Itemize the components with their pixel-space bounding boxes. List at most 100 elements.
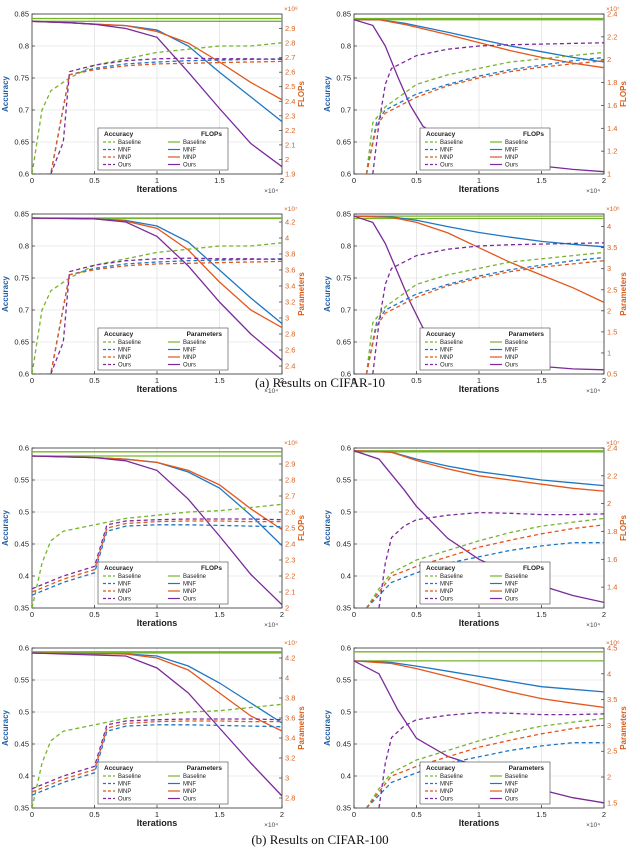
y2-tick-label: 1.4 (607, 124, 617, 133)
y2-tick-label: 2.4 (285, 362, 295, 371)
y2-tick-label: 3.8 (285, 250, 295, 259)
y2-tick-label: 2 (607, 499, 611, 508)
x-tick-label: 0 (352, 376, 356, 385)
x-exponent: ×10⁴ (264, 388, 278, 395)
legend-label-accuracy: MNP (118, 355, 131, 361)
x-tick-label: 0.5 (89, 610, 99, 619)
y2-exponent: ×10⁷ (606, 440, 620, 447)
y2-tick-label: 2.2 (285, 126, 295, 135)
y-tick-label: 0.85 (14, 10, 29, 19)
chart-c100-params-a: 0 0.5 1 1.5 2×10⁴ Iterations 0.35 0.4 0.45 0.5 0.5… (1, 640, 306, 829)
series-baseline-accuracy (365, 251, 604, 374)
series-ours-cost (32, 652, 282, 797)
legend-label-accuracy: Ours (440, 797, 453, 803)
legend-label-accuracy: MNF (118, 348, 131, 354)
series-mnf-accuracy (366, 542, 604, 608)
legend-title-accuracy: Accuracy (426, 131, 456, 138)
legend-label-cost: MNF (505, 348, 518, 354)
legend-title-cost: Parameters (187, 331, 223, 338)
legend-label-accuracy: MNF (118, 148, 131, 154)
y-tick-label: 0.8 (341, 42, 351, 51)
series-ours-accuracy (32, 718, 282, 790)
x-tick-label: 0 (352, 810, 356, 819)
legend-box (97, 127, 229, 171)
y2-tick-label: 1.6 (607, 555, 617, 564)
legend-title-accuracy: Accuracy (104, 331, 134, 338)
y2-tick-label: 2.4 (285, 540, 295, 549)
y-axis-label: Accuracy (1, 709, 10, 746)
x-exponent: ×10⁴ (264, 822, 278, 829)
y-tick-label: 0.6 (341, 370, 351, 379)
legend-title-accuracy: Accuracy (104, 565, 134, 572)
x-tick-label: 0 (30, 610, 34, 619)
legend-label-cost: Baseline (505, 574, 529, 580)
series-mnf-accuracy (32, 524, 282, 596)
y-tick-label: 0.35 (336, 804, 351, 813)
y2-tick-label: 3 (285, 314, 289, 323)
legend-label-accuracy: Ours (118, 797, 131, 803)
series-mnp-cost (354, 19, 604, 69)
y-tick-label: 0.75 (336, 274, 351, 283)
legend-label-accuracy: Ours (440, 597, 453, 603)
y2-tick-label: 4.5 (607, 644, 617, 653)
series-mnp-accuracy (365, 60, 604, 174)
legend-label-accuracy: MNF (118, 582, 131, 588)
legend-label-accuracy: Baseline (440, 574, 464, 580)
y2-tick-label: 2.8 (285, 39, 295, 48)
y2-tick-label: 4 (285, 674, 289, 683)
legend-title-accuracy: Accuracy (426, 765, 456, 772)
y2-exponent: ×10⁶ (606, 206, 620, 213)
y-tick-label: 0.4 (19, 772, 29, 781)
series-mnf-accuracy (365, 256, 604, 374)
y2-tick-label: 4 (285, 234, 289, 243)
legend-box (419, 127, 551, 171)
y-tick-label: 0.6 (341, 170, 351, 179)
series-mnf-accuracy (32, 258, 282, 374)
legend-label-accuracy: Baseline (118, 774, 142, 780)
legend-label-cost: Ours (183, 797, 196, 803)
y-tick-label: 0.35 (336, 604, 351, 613)
y2-tick-label: 2.4 (607, 10, 617, 19)
y-axis-label: Accuracy (323, 509, 332, 546)
series-baseline-accuracy (365, 717, 604, 808)
chart-c100-flops-b: 0 0.5 1 1.5 2×10⁴Iterations0.350.40.450.50.5… (323, 440, 628, 629)
legend-label-accuracy: MNP (440, 155, 453, 161)
y2-exponent: ×10⁷ (606, 6, 620, 13)
y2-tick-label: 3.6 (285, 266, 295, 275)
x-axis-label: Iterations (459, 184, 500, 194)
x-exponent: ×10⁴ (264, 188, 278, 195)
y2-tick-label: 2 (607, 773, 611, 782)
series-mnf-cost (354, 660, 604, 693)
y-tick-label: 0.45 (336, 740, 351, 749)
x-tick-label: 1.5 (214, 376, 224, 385)
y-tick-label: 0.4 (341, 572, 351, 581)
chart-c100-params-b: 0 0.5 1 1.5 2×10⁴Iterations0.350.40.450.50.5… (323, 640, 628, 829)
y-tick-label: 0.75 (14, 274, 29, 283)
x-tick-label: 1 (155, 810, 159, 819)
series-ours-accuracy (372, 42, 604, 174)
x-tick-label: 1.5 (536, 176, 546, 185)
series-mnf-accuracy (32, 724, 282, 796)
y2-tick-label: 2.5 (607, 285, 617, 294)
legend-label-accuracy: Baseline (440, 140, 464, 146)
x-axis-label: Iterations (459, 618, 500, 628)
series-ours-accuracy (372, 242, 604, 374)
legend-title-cost: FLOPs (523, 131, 544, 138)
x-tick-label: 2 (602, 176, 606, 185)
series-mnp-accuracy (365, 724, 604, 808)
y2-exponent: ×10⁷ (284, 640, 298, 647)
legend-label-cost: Ours (505, 797, 518, 803)
x-axis-label: Iterations (137, 384, 178, 394)
legend-label-accuracy: MNP (440, 355, 453, 361)
legend-label-cost: MNF (505, 148, 518, 154)
legend-label-cost: MNP (505, 355, 518, 361)
x-tick-label: 1.5 (536, 376, 546, 385)
y2-tick-label: 2.3 (285, 111, 295, 120)
x-tick-label: 0.5 (411, 610, 421, 619)
legend-label-cost: MNF (183, 148, 196, 154)
y2-tick-label: 2.2 (607, 471, 617, 480)
series-mnp-cost (354, 215, 604, 303)
y2-tick-label: 2.1 (285, 588, 295, 597)
